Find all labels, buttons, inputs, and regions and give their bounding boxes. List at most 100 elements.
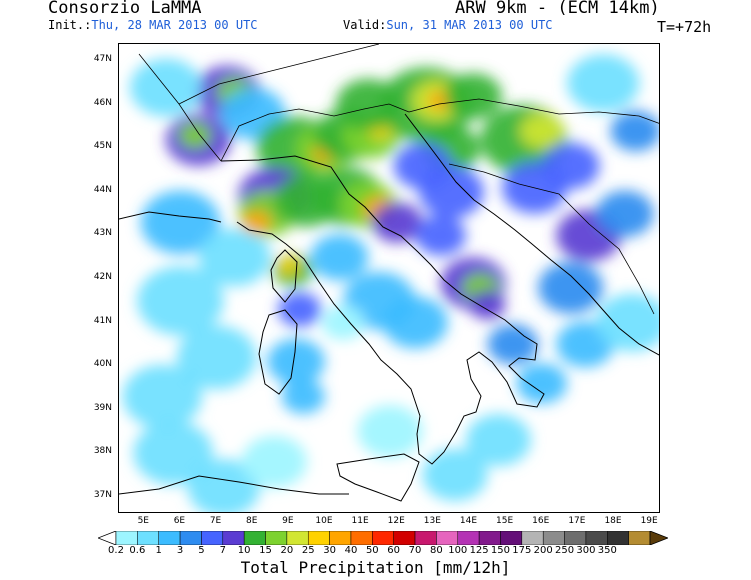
colorbar-label-15: 80 xyxy=(430,545,443,556)
lat-label-45N: 45N xyxy=(93,141,112,152)
lat-label-46N: 46N xyxy=(93,97,112,108)
valid-label: Valid: xyxy=(343,18,387,32)
lon-label-5E: 5E xyxy=(137,516,149,526)
lon-label-14E: 14E xyxy=(459,516,478,526)
colorbar-box-23 xyxy=(607,531,629,545)
colorbar-label-8: 20 xyxy=(280,545,294,556)
colorbar-box-18 xyxy=(500,531,523,545)
lon-label-17E: 17E xyxy=(568,516,586,526)
colorbar-box-15 xyxy=(436,531,459,545)
colorbar-label-11: 40 xyxy=(344,545,358,556)
colorbar-label-7: 15 xyxy=(259,545,272,556)
lon-label-18E: 18E xyxy=(604,516,622,526)
precip-cell-34 xyxy=(487,324,539,365)
colorbar xyxy=(98,531,668,545)
precip-cell-49 xyxy=(382,296,448,349)
border-swiss xyxy=(178,44,380,105)
precip-cell-47 xyxy=(310,234,369,281)
lat-label-47N: 47N xyxy=(93,54,112,65)
colorbar-label-1: 0.6 xyxy=(129,545,146,556)
colorbar-label-10: 30 xyxy=(323,545,336,556)
lon-label-15E: 15E xyxy=(496,516,514,526)
precip-cell-55 xyxy=(133,421,213,485)
model-title: ARW 9km - (ECM 14km) xyxy=(455,0,660,18)
precip-cell-60 xyxy=(357,405,423,458)
coast-adriatic-east xyxy=(404,113,659,356)
precip-cell-36 xyxy=(595,190,654,237)
colorbar-label-20: 200 xyxy=(533,545,553,556)
coast-france xyxy=(119,211,222,223)
colorbar-label-21: 250 xyxy=(555,545,575,556)
colorbar-label-14: 70 xyxy=(408,545,422,556)
lon-label-7E: 7E xyxy=(209,516,222,526)
colorbar-label-6: 10 xyxy=(237,545,251,556)
precip-cell-33 xyxy=(469,290,506,320)
colorbar-label-0: 0.2 xyxy=(108,545,124,556)
colorbar-box-10 xyxy=(329,531,352,545)
precip-cell-45 xyxy=(267,338,325,385)
coastlines xyxy=(119,113,659,502)
lat-label-43N: 43N xyxy=(93,228,112,239)
lat-label-39N: 39N xyxy=(93,402,112,413)
lon-label-19E: 19E xyxy=(640,516,658,526)
lon-label-10E: 10E xyxy=(315,516,333,526)
precip-cell-64 xyxy=(321,305,365,340)
colorbar-box-3 xyxy=(179,531,202,545)
precip-cell-52 xyxy=(137,266,224,336)
colorbar-label-16: 100 xyxy=(448,545,468,556)
lon-label-9E: 9E xyxy=(282,516,294,526)
colorbar-box-4 xyxy=(201,531,224,545)
precip-cell-38 xyxy=(541,142,600,189)
lat-label-44N: 44N xyxy=(93,184,112,195)
border-slovenia xyxy=(408,98,659,124)
colorbar-label-12: 50 xyxy=(365,545,379,556)
colorbar-box-21 xyxy=(564,531,587,545)
colorbar-box-20 xyxy=(542,531,565,545)
precip-cell-62 xyxy=(567,54,640,113)
precip-cell-53 xyxy=(176,325,257,390)
precip-cell-61 xyxy=(595,293,659,352)
colorbar-label-19: 175 xyxy=(512,545,532,556)
colorbar-box-24 xyxy=(628,531,651,545)
precip-cell-51 xyxy=(198,228,271,287)
precip-cell-41 xyxy=(418,165,484,218)
precip-cell-46 xyxy=(281,379,325,414)
lon-label-16E: 16E xyxy=(532,516,550,526)
precip-cell-29 xyxy=(277,257,300,275)
colorbar-box-12 xyxy=(372,531,394,545)
colorbar-label-4: 5 xyxy=(198,545,205,556)
init-value: Thu, 28 MAR 2013 00 UTC xyxy=(91,18,258,32)
colorbar-label-22: 300 xyxy=(576,545,596,556)
precip-cell-44 xyxy=(516,363,568,404)
colorbar-box-22 xyxy=(585,531,608,545)
precip-cell-42 xyxy=(538,261,604,314)
precip-cell-57 xyxy=(241,435,307,488)
colorbar-box-17 xyxy=(478,531,501,545)
colorbar-box-9 xyxy=(307,531,330,545)
colorbar-box-13 xyxy=(393,531,416,545)
lat-label-38N: 38N xyxy=(93,446,112,457)
precip-cell-15 xyxy=(444,73,503,120)
lat-label-42N: 42N xyxy=(93,272,112,282)
precip-field xyxy=(122,54,659,512)
border-alps xyxy=(220,103,410,162)
lat-label-40N: 40N xyxy=(93,359,112,370)
colorbar-title: Total Precipitation [mm/12h] xyxy=(240,558,511,577)
precipitation-map xyxy=(118,43,660,513)
colorbar-box-11 xyxy=(350,531,373,545)
lon-label-8E: 8E xyxy=(245,516,258,526)
colorbar-box-6 xyxy=(243,531,266,545)
lon-label-6E: 6E xyxy=(173,516,186,526)
lon-label-12E: 12E xyxy=(387,516,405,526)
colorbar-box-19 xyxy=(521,531,544,545)
precip-cell-17 xyxy=(520,113,564,149)
valid-time: Valid:Sun, 31 MAR 2013 00 UTC xyxy=(343,18,553,32)
precip-cell-59 xyxy=(465,414,531,467)
precip-cell-39 xyxy=(610,110,659,152)
precip-cell-26 xyxy=(371,202,423,243)
colorbar-max-arrow xyxy=(649,531,668,545)
coast-sardinia xyxy=(258,309,298,395)
precip-cell-58 xyxy=(422,448,488,501)
lead-time: T=+72h xyxy=(657,18,712,36)
coast-north-africa xyxy=(119,475,349,495)
